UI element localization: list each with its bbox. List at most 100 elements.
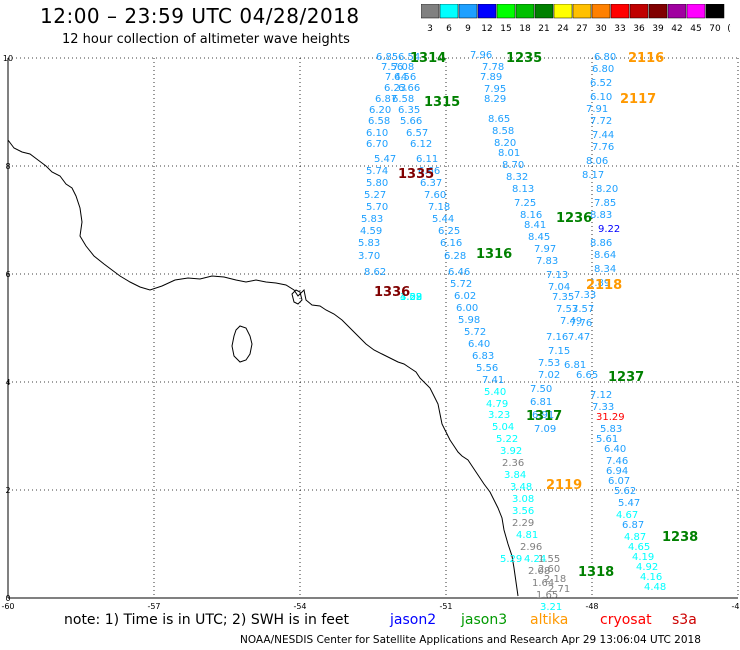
swh-reading: 6.94 [606, 466, 628, 477]
swh-reading: 4.67 [616, 510, 638, 521]
scale-label: 6 [446, 24, 452, 34]
swh-reading: 6.65 [576, 370, 598, 381]
scale-swatch [572, 4, 592, 19]
swh-reading: 7.83 [536, 256, 558, 267]
x-tick-label: -51 [439, 602, 452, 610]
swh-reading: 7.09 [534, 424, 556, 435]
pass-label: 1316 [476, 247, 512, 262]
swh-reading: 7.57 [572, 304, 594, 315]
swh-reading: 1.65 [536, 590, 558, 601]
swh-reading: 7.04 [548, 282, 570, 293]
swh-reading: 6.40 [604, 444, 626, 455]
swh-reading: 4.03 [400, 292, 422, 303]
swh-reading: 5.80 [366, 178, 388, 189]
swh-reading: 5.72 [450, 279, 472, 290]
swh-reading: 7.46 [606, 456, 628, 467]
scale-label: 36 [633, 24, 645, 34]
swh-reading: 5.27 [364, 190, 386, 201]
swh-reading: 5.47 [618, 498, 640, 509]
x-tick-label: -57 [147, 602, 160, 610]
map-title: 12:00 – 23:59 UTC 04/28/2018 [40, 4, 360, 28]
swh-reading: 6.07 [608, 476, 630, 487]
swh-reading: 7.44 [592, 130, 614, 141]
scale-swatch [496, 4, 516, 19]
swh-reading: 7.89 [588, 278, 610, 289]
scale-swatch [439, 4, 459, 19]
scale-swatch [686, 4, 706, 19]
x-tick-label: -60 [1, 602, 14, 610]
altimeter-map: 6.85 6.547.567.087.446.566.236.666.876.58… [1, 50, 740, 610]
scale-label: 39 [652, 24, 664, 34]
swh-reading: 5.47 [374, 154, 396, 165]
scale-swatch [515, 4, 535, 19]
y-tick-label: 8 [5, 162, 10, 171]
swh-reading: 8.41 [524, 220, 546, 231]
swh-reading: 5.44 [432, 214, 454, 225]
swh-reading: 4.48 [644, 582, 666, 593]
swh-reading: 6.66 [398, 83, 420, 94]
y-tick-label: 10 [3, 54, 13, 63]
swh-reading: 8.16 [520, 210, 542, 221]
swh-reading: 8.62 [364, 267, 386, 278]
swh-reading: 3.92 [500, 446, 522, 457]
swh-reading: 4.65 [628, 542, 650, 553]
swh-reading: 6.20 [369, 105, 391, 116]
swh-reading: 3.48 [510, 482, 532, 493]
swh-reading: 5.83 [361, 214, 383, 225]
scale-label: 30 [595, 24, 607, 34]
swh-reading: 3.21 [540, 602, 562, 610]
swh-reading: 8.86 [590, 238, 612, 249]
swh-reading: 5.62 [614, 486, 636, 497]
legend-s3a: s3a [672, 612, 697, 628]
scale-swatch [629, 4, 649, 19]
swh-reading: 7.95 [484, 84, 506, 95]
scale-swatch [458, 4, 478, 19]
swh-reading: 6.83 [472, 351, 494, 362]
swh-reading: 8.13 [512, 184, 534, 195]
swh-reading: 1.55 [538, 554, 560, 565]
swh-reading: 8.83 [590, 210, 612, 221]
map-subtitle: 12 hour collection of altimeter wave hei… [62, 32, 350, 47]
swh-reading: 5.74 [366, 166, 388, 177]
swh-reading: 6.58 [392, 94, 414, 105]
map-grid [7, 57, 739, 599]
scale-label: 18 [519, 24, 531, 34]
y-tick-label: 2 [5, 486, 10, 495]
swh-reading: 7.50 [530, 384, 552, 395]
swh-reading: 2.96 [520, 542, 542, 553]
swh-reading: 7.18 [428, 202, 450, 213]
pass-label: 1237 [608, 370, 644, 385]
swh-reading: 6.10 [366, 128, 388, 139]
swh-reading: 5.22 [496, 434, 518, 445]
pass-label: 1335 [398, 167, 434, 182]
swh-reading: 6.52 [590, 78, 612, 89]
swh-readings: 6.85 6.547.567.087.446.566.236.666.876.58… [358, 50, 666, 610]
swh-reading: 8.06 [586, 156, 608, 167]
swh-reading: 7.53 [556, 304, 578, 315]
swh-reading: 6.80 [594, 52, 616, 63]
swh-reading: 7.97 [534, 244, 556, 255]
x-tick-label: -45 [731, 602, 740, 610]
scale-label: 42 [671, 24, 682, 34]
pass-label: 2118 [586, 278, 622, 293]
swh-reading: 6.23 [384, 83, 406, 94]
pass-label: 1236 [556, 211, 592, 226]
swh-reading: 4.79 [486, 399, 508, 410]
swh-reading: 7.02 [538, 370, 560, 381]
swh-reading: 8.34 [594, 264, 616, 275]
scale-label: 33 [614, 24, 625, 34]
axis-labels: -60 -57 -54 -51 -48 -45 0 2 4 6 8 10 [1, 54, 740, 610]
swh-reading: 7.49 [560, 316, 582, 327]
swh-reading: 5.40 [484, 387, 506, 398]
swh-reading: 7.53 [538, 358, 560, 369]
legend-cryosat: cryosat [600, 612, 652, 628]
swh-reading: 3.52 [400, 292, 422, 303]
swh-reading: 7.44 [385, 72, 407, 83]
swh-reading: 5.66 [400, 116, 422, 127]
x-tick-label: -54 [293, 602, 306, 610]
swh-reading: 6.87 [622, 520, 644, 531]
scale-label: 3 [427, 24, 433, 34]
legend-jason2: jason2 [390, 612, 437, 628]
swh-reading: 8.64 [594, 250, 616, 261]
